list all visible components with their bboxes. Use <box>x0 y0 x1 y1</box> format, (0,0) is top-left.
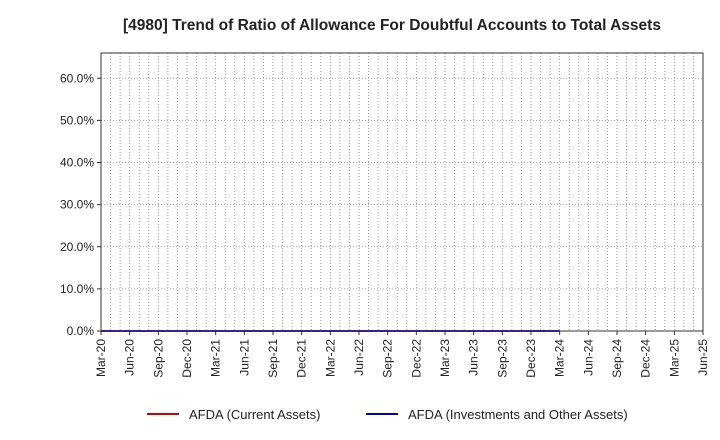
x-tick-label: Jun-25 <box>696 339 710 376</box>
y-tick-label: 60.0% <box>60 71 94 85</box>
plot-frame <box>100 52 704 332</box>
x-tick-label: Dec-21 <box>295 339 309 378</box>
x-tick-label: Dec-24 <box>639 339 653 378</box>
x-tick-label: Mar-23 <box>438 339 452 377</box>
x-tick-label: Dec-22 <box>409 339 423 378</box>
chart-title: [4980] Trend of Ratio of Allowance For D… <box>123 17 661 34</box>
y-tick-label: 10.0% <box>60 282 94 296</box>
x-tick-label: Mar-21 <box>209 339 223 377</box>
legend-label-2: AFDA (Investments and Other Assets) <box>408 407 628 422</box>
x-tick-label: Sep-20 <box>151 339 165 378</box>
legend: AFDA (Current Assets) AFDA (Investments a… <box>147 407 628 422</box>
grid <box>101 53 703 331</box>
x-tick-label: Jun-21 <box>237 339 251 376</box>
x-tick-label: Dec-23 <box>524 339 538 378</box>
x-tick-label: Mar-24 <box>553 339 567 377</box>
x-tick-label: Sep-24 <box>610 339 624 378</box>
y-tick-label: 50.0% <box>60 113 94 127</box>
x-tick-label: Mar-20 <box>94 339 108 377</box>
x-tick-label: Jun-20 <box>123 339 137 376</box>
y-tick-label: 20.0% <box>60 240 94 254</box>
x-tick-label: Jun-22 <box>352 339 366 376</box>
x-axis: Mar-20 Jun-20 Sep-20 Dec-20 Mar-21 Jun-21 Sep-… <box>94 331 710 378</box>
x-tick-label: Mar-22 <box>323 339 337 377</box>
y-tick-label: 30.0% <box>60 198 94 212</box>
legend-label-1: AFDA (Current Assets) <box>189 407 320 422</box>
y-tick-label: 0.0% <box>67 324 95 338</box>
y-tick-label: 40.0% <box>60 156 94 170</box>
x-tick-label: Jun-24 <box>581 339 595 376</box>
x-tick-label: Sep-22 <box>381 339 395 378</box>
x-tick-label: Jun-23 <box>467 339 481 376</box>
x-tick-label: Sep-23 <box>495 339 509 378</box>
y-axis: 0.0% 10.0% 20.0% 30.0% 40.0% 50.0% 60.0% <box>60 71 101 338</box>
x-tick-label: Mar-25 <box>667 339 681 377</box>
x-tick-label: Sep-21 <box>266 339 280 378</box>
x-tick-label: Dec-20 <box>180 339 194 378</box>
